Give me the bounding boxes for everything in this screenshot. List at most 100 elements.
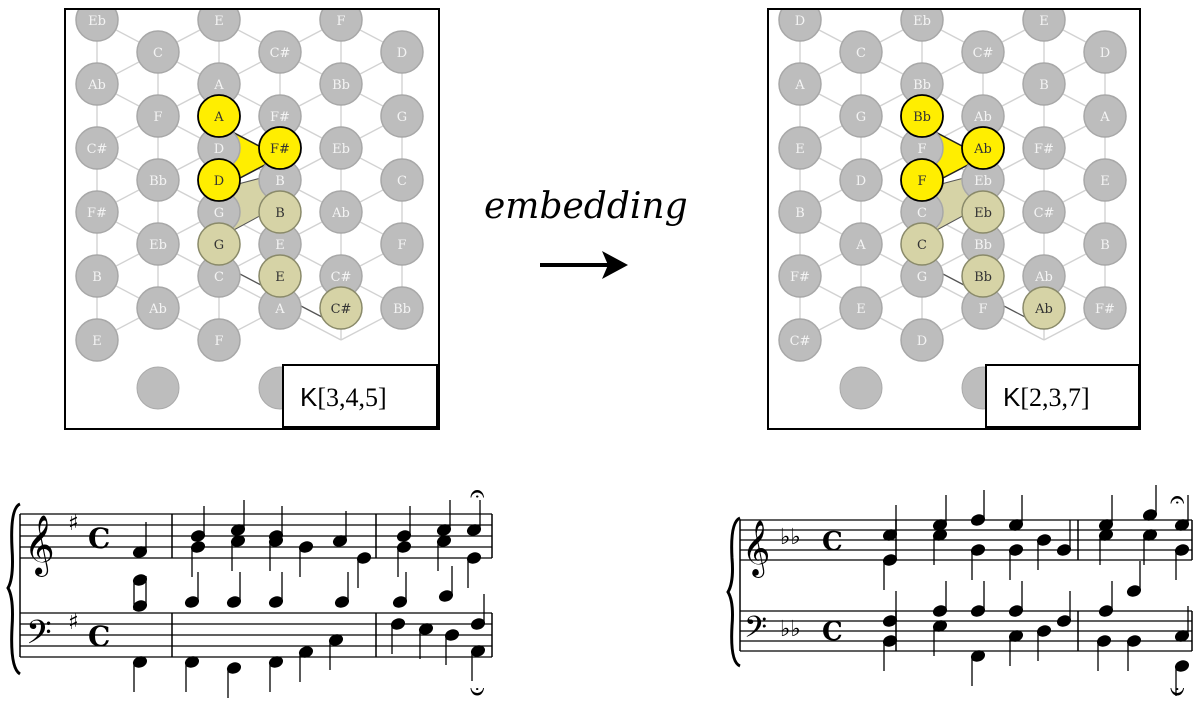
tonnetz-node: D (778, 10, 822, 42)
tonnetz-node: Ab (1022, 254, 1066, 298)
tonnetz-node: D (1083, 30, 1127, 74)
notes-right (882, 485, 1190, 696)
bass-clef-icon: 𝄢 (26, 614, 52, 660)
node-label: C# (331, 270, 352, 285)
node-label: Eb (913, 14, 931, 29)
yellow-node: Bb (900, 94, 944, 138)
tonnetz-node: F# (1022, 126, 1066, 170)
right-arrow-icon (540, 251, 628, 279)
fermata-icon: 𝄐 (470, 479, 484, 509)
tan-node: E (258, 254, 302, 298)
node-label: B (795, 206, 805, 221)
tonnetz-node: Ab (75, 62, 119, 106)
node-label: A (1099, 110, 1110, 125)
tonnetz-node: E (1022, 10, 1066, 42)
tonnetz-node: C# (1022, 190, 1066, 234)
yellow-node: F (900, 158, 944, 202)
node-label: A (213, 110, 224, 125)
tan-node: B (258, 190, 302, 234)
tonnetz-node: D (839, 158, 883, 202)
node-label: Ab (973, 142, 992, 157)
tonnetz-node: C (839, 30, 883, 74)
node-label: E (214, 14, 224, 29)
notes-left (132, 500, 486, 698)
tonnetz-node: C (380, 158, 424, 202)
node-label: F (978, 302, 987, 317)
node-label: E (795, 142, 805, 157)
tonnetz-right-label-box (985, 364, 1140, 428)
node-label: G (214, 238, 224, 253)
tan-node: Bb (961, 254, 1005, 298)
tonnetz-node: B (1022, 62, 1066, 106)
tonnetz-node: C (136, 30, 180, 74)
tonnetz-node (136, 366, 180, 410)
node-label: C# (790, 334, 811, 349)
tonnetz-node: E (197, 10, 241, 42)
node-label: B (275, 206, 285, 221)
node-label: E (275, 270, 285, 285)
tonnetz-right-label: K[2,3,7] (1003, 382, 1090, 412)
node-label: Ab (87, 78, 106, 93)
tonnetz-node: B (75, 254, 119, 298)
tan-node: Ab (1022, 286, 1066, 330)
node-label: Bb (149, 174, 167, 189)
embedding-caption: embedding (484, 186, 688, 227)
tonnetz-node: E (778, 126, 822, 170)
tonnetz-node: F# (778, 254, 822, 298)
time-signature: C (88, 620, 110, 653)
tonnetz-node: C# (75, 126, 119, 170)
tonnetz-node: Ab (136, 286, 180, 330)
bass-staff (20, 612, 492, 658)
node-label: E (1039, 14, 1049, 29)
node-label: F# (87, 206, 107, 221)
node-label: D (795, 14, 805, 29)
node-label: C# (973, 46, 994, 61)
node-label: A (213, 78, 224, 93)
tonnetz-node: Ab (319, 190, 363, 234)
fermata-icon: 𝄑 (470, 677, 484, 703)
tonnetz-node: E (1083, 158, 1127, 202)
node-label: A (855, 238, 866, 253)
node-label: F (917, 174, 926, 189)
node-label: C# (1034, 206, 1055, 221)
treble-clef-icon: 𝄞 (24, 515, 55, 577)
node-label: Bb (974, 270, 992, 285)
node-label: C# (87, 142, 108, 157)
node-label: F# (1034, 142, 1054, 157)
tonnetz-node (839, 366, 883, 410)
flat-icon: ♭♭ (780, 617, 801, 642)
time-signature: C (88, 522, 110, 555)
node-label: A (274, 302, 285, 317)
tonnetz-node: B (1083, 222, 1127, 266)
tonnetz-node: G (839, 94, 883, 138)
tan-node: Eb (961, 190, 1005, 234)
node-label: F# (1095, 302, 1115, 317)
node-label: E (92, 334, 102, 349)
tonnetz-node: A (839, 222, 883, 266)
node-label: G (917, 270, 927, 285)
tonnetz-node: C# (778, 318, 822, 362)
tonnetz-node: F# (1083, 286, 1127, 330)
fermata-icon: 𝄑 (1170, 677, 1184, 703)
node-label: B (1100, 238, 1110, 253)
tonnetz-node: Eb (319, 126, 363, 170)
treble-staff (20, 513, 492, 559)
node-label: E (1100, 174, 1110, 189)
tonnetz-node: Bb (319, 62, 363, 106)
node-label: Bb (913, 110, 931, 125)
node-label: F# (270, 110, 290, 125)
tonnetz-node: D (900, 318, 944, 362)
node-label: C (917, 238, 927, 253)
time-signature: C (822, 617, 843, 647)
node-label: Bb (913, 78, 931, 93)
score-left: 𝄞 𝄢 ♯ ♯ C C 𝄐 𝄑 (6, 479, 493, 703)
tonnetz-node: E (75, 318, 119, 362)
tonnetz-node: G (380, 94, 424, 138)
node-label: E (275, 238, 285, 253)
node-label: B (1039, 78, 1049, 93)
tan-node: C# (319, 286, 363, 330)
node-label: Eb (149, 238, 167, 253)
brace-icon (726, 516, 741, 668)
node-label: B (275, 174, 285, 189)
score-right: 𝄞 𝄢 ♭♭ ♭♭ C C 𝄐 𝄑 (726, 485, 1193, 703)
